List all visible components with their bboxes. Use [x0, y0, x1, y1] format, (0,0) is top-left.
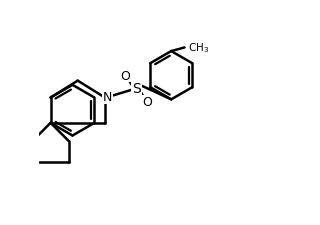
Text: O: O — [120, 69, 130, 82]
Text: N: N — [103, 91, 112, 104]
Text: CH$_3$: CH$_3$ — [188, 41, 209, 55]
Text: S: S — [132, 82, 140, 96]
Text: O: O — [142, 96, 152, 109]
